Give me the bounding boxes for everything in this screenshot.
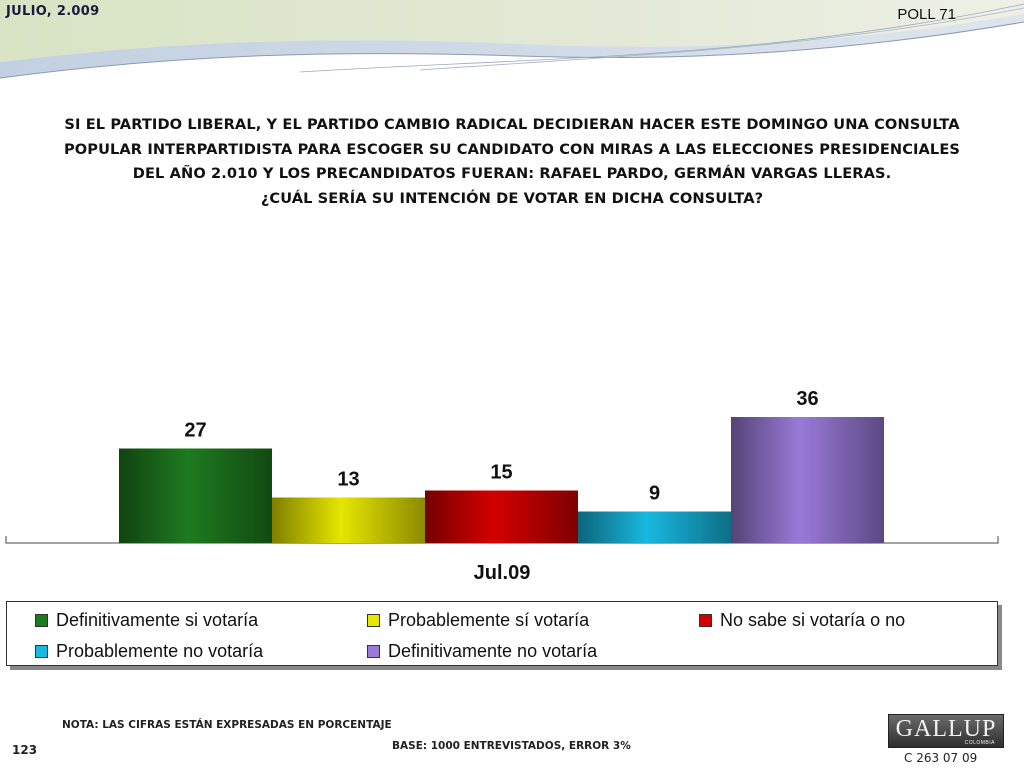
logo-wordmark: GALLUP <box>895 716 997 742</box>
bar-1 <box>119 448 272 543</box>
legend-swatch <box>699 614 712 627</box>
question-line: POPULAR INTERPARTIDISTA PARA ESCOGER SU … <box>63 140 961 158</box>
bar-2 <box>272 497 425 543</box>
legend-label: No sabe si votaría o no <box>720 610 906 630</box>
legend-item: Definitivamente si votaría <box>35 610 258 631</box>
slide-code: C 263 07 09 <box>904 751 978 765</box>
legend-item: Probablemente no votaría <box>35 641 263 662</box>
chart-legend: Definitivamente si votaría Probablemente… <box>6 601 998 666</box>
legend-label: Probablemente no votaría <box>56 641 264 661</box>
bar-value-label: 27 <box>184 420 206 442</box>
question-line: ¿CUÁL SERÍA SU INTENCIÓN DE VOTAR EN DIC… <box>260 189 764 207</box>
bar-chart: 27 13 15 9 36 <box>5 388 999 544</box>
bar-5 <box>731 417 884 543</box>
legend-label: Definitivamente si votaría <box>56 610 259 630</box>
legend-item: Definitivamente no votaría <box>367 641 597 662</box>
legend-label: Definitivamente no votaría <box>388 641 598 661</box>
poll-label: POLL 71 <box>897 6 956 23</box>
bar-4 <box>578 511 731 543</box>
bar-value-label: 15 <box>490 462 512 484</box>
bar-value-label: 36 <box>796 388 818 410</box>
sample-base-note: BASE: 1000 ENTREVISTADOS, ERROR 3% <box>392 740 631 752</box>
question-line: SI EL PARTIDO LIBERAL, Y EL PARTIDO CAMB… <box>64 116 960 133</box>
legend-swatch <box>35 645 48 658</box>
bar-value-label: 9 <box>649 483 660 505</box>
legend-swatch <box>35 614 48 627</box>
question-line: DEL AÑO 2.010 Y LOS PRECANDIDATOS FUERAN… <box>132 165 892 182</box>
page-number: 123 <box>12 743 38 757</box>
gallup-logo: GALLUP COLOMBIA <box>888 714 1004 748</box>
legend-label: Probablemente sí votaría <box>388 610 590 630</box>
legend-item: No sabe si votaría o no <box>699 610 905 631</box>
footnote: NOTA: LAS CIFRAS ESTÁN EXPRESADAS EN POR… <box>62 719 392 731</box>
bar-value-label: 13 <box>337 469 359 491</box>
survey-question: SI EL PARTIDO LIBERAL, Y EL PARTIDO CAMB… <box>14 113 1010 211</box>
x-category-label: Jul.09 <box>473 562 531 584</box>
header-date: JULIO, 2.009 <box>6 4 100 19</box>
logo-subtext: COLOMBIA <box>964 740 995 746</box>
header-wave-decoration <box>0 0 1024 79</box>
legend-swatch <box>367 645 380 658</box>
bar-3 <box>425 490 578 543</box>
legend-item: Probablemente sí votaría <box>367 610 589 631</box>
legend-swatch <box>367 614 380 627</box>
